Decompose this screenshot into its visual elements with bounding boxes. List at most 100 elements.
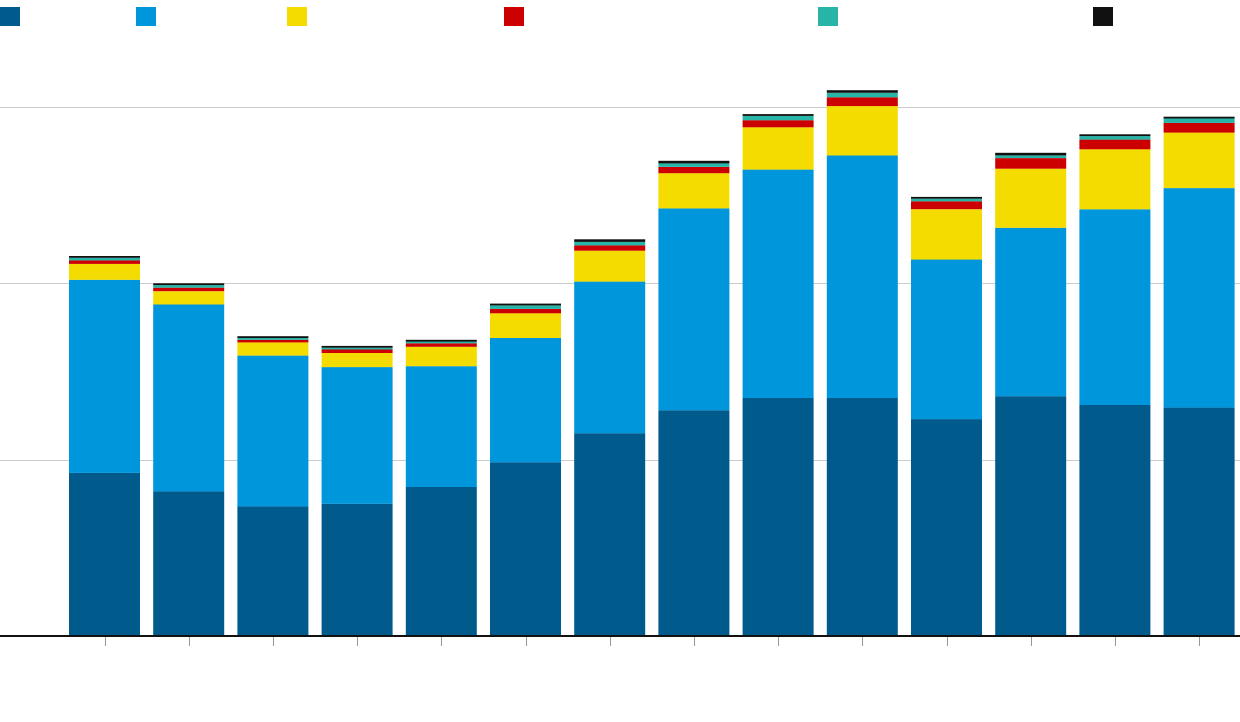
bar-segment-11-4 — [911, 201, 982, 210]
bar-segment-1-6 — [69, 256, 140, 258]
bar-segment-14-2 — [1163, 188, 1235, 408]
legend-swatch-6 — [1093, 7, 1113, 26]
legend-swatch-5 — [818, 7, 838, 26]
legend-swatch-1 — [0, 7, 20, 26]
bar-segment-6-3 — [490, 313, 561, 338]
bar-segment-1-4 — [69, 260, 140, 264]
legend — [0, 7, 1113, 26]
bar-segment-12-5 — [995, 155, 1067, 159]
x-axis — [0, 635, 1240, 646]
bar-segment-7-4 — [574, 245, 646, 251]
bar-segment-1-5 — [69, 257, 140, 261]
bar-group-1 — [69, 256, 140, 636]
bar-group-9 — [742, 114, 814, 636]
bar-segment-6-2 — [490, 338, 561, 463]
bar-segment-8-6 — [658, 160, 730, 164]
bar-segment-13-4 — [1079, 139, 1151, 150]
legend-swatch-4 — [504, 7, 524, 26]
bar-segment-11-1 — [911, 419, 982, 636]
bar-segment-12-4 — [995, 158, 1067, 169]
bar-segment-3-3 — [237, 342, 309, 356]
bar-segment-12-2 — [995, 227, 1067, 397]
bar-segment-2-5 — [153, 285, 225, 288]
bar-segment-10-3 — [826, 106, 898, 156]
bar-segment-10-6 — [826, 90, 898, 93]
bar-group-3 — [237, 336, 309, 636]
bar-segment-12-3 — [995, 168, 1067, 228]
bar-group-6 — [490, 303, 561, 636]
bar-segment-14-5 — [1163, 118, 1235, 123]
bar-segment-5-6 — [405, 339, 477, 342]
bar-segment-7-3 — [574, 250, 646, 282]
bar-segment-4-4 — [321, 349, 393, 353]
bar-segment-14-4 — [1163, 122, 1235, 133]
bar-segment-8-1 — [658, 410, 730, 636]
bar-segment-9-2 — [742, 169, 814, 398]
bar-segment-8-4 — [658, 167, 730, 174]
bar-segment-2-1 — [153, 491, 225, 636]
bar-segment-13-5 — [1079, 136, 1151, 140]
bar-segment-13-2 — [1079, 209, 1151, 405]
bar-segment-9-4 — [742, 120, 814, 128]
bar-segment-5-4 — [405, 343, 477, 347]
bar-segment-8-5 — [658, 163, 730, 167]
bar-segment-6-6 — [490, 303, 561, 306]
bar-group-14 — [1163, 116, 1235, 636]
bar-segment-2-3 — [153, 291, 225, 305]
bar-segment-8-3 — [658, 173, 730, 209]
bar-segment-13-6 — [1079, 134, 1151, 137]
legend-swatch-3 — [287, 7, 307, 26]
bar-group-2 — [153, 283, 225, 636]
bar-group-13 — [1079, 134, 1151, 636]
bar-segment-9-3 — [742, 127, 814, 170]
bar-segment-11-3 — [911, 209, 982, 260]
bar-segment-1-3 — [69, 263, 140, 280]
bar-segment-4-6 — [321, 345, 393, 348]
bar-segment-8-2 — [658, 208, 730, 411]
bar-group-7 — [574, 239, 646, 636]
bar-segment-14-3 — [1163, 132, 1235, 189]
bar-segment-4-2 — [321, 367, 393, 504]
bar-segment-10-4 — [826, 97, 898, 107]
bar-segment-10-5 — [826, 92, 898, 98]
bar-segment-3-6 — [237, 336, 309, 338]
bar-segment-4-3 — [321, 353, 393, 368]
bar-segment-5-3 — [405, 346, 477, 367]
bar-group-4 — [321, 345, 393, 637]
bar-segment-2-2 — [153, 304, 225, 492]
bar-segment-9-1 — [742, 397, 814, 636]
bar-segment-3-2 — [237, 355, 309, 507]
bar-segment-4-1 — [321, 503, 393, 637]
bar-segment-6-1 — [490, 462, 561, 636]
bar-segment-6-5 — [490, 305, 561, 309]
bar-segment-13-3 — [1079, 149, 1151, 210]
bar-segment-13-1 — [1079, 405, 1151, 636]
bar-group-11 — [911, 196, 982, 636]
bar-segment-7-6 — [574, 239, 646, 242]
bar-group-10 — [826, 90, 898, 636]
bar-segment-3-5 — [237, 338, 309, 340]
bar-segment-7-5 — [574, 241, 646, 246]
bar-segment-10-1 — [826, 397, 898, 636]
bar-segment-1-2 — [69, 279, 140, 473]
bar-group-5 — [405, 339, 477, 636]
legend-swatch-2 — [136, 7, 156, 26]
bar-segment-14-1 — [1163, 407, 1235, 636]
bar-segment-12-6 — [995, 152, 1067, 156]
bar-segment-3-4 — [237, 339, 309, 343]
bar-segment-5-1 — [405, 487, 477, 636]
bar-segment-11-6 — [911, 196, 982, 199]
bar-segment-9-5 — [742, 115, 814, 121]
bar-segment-12-1 — [995, 396, 1067, 636]
bar-segment-2-6 — [153, 283, 225, 286]
bar-segment-5-5 — [405, 341, 477, 344]
bar-segment-5-2 — [405, 366, 477, 487]
bar-segment-4-5 — [321, 347, 393, 350]
bar-segment-11-5 — [911, 198, 982, 202]
bar-segment-10-2 — [826, 155, 898, 398]
bar-segment-14-6 — [1163, 116, 1235, 119]
bar-group-12 — [995, 152, 1067, 636]
bar-segment-11-2 — [911, 259, 982, 420]
bar-segment-2-4 — [153, 287, 225, 292]
